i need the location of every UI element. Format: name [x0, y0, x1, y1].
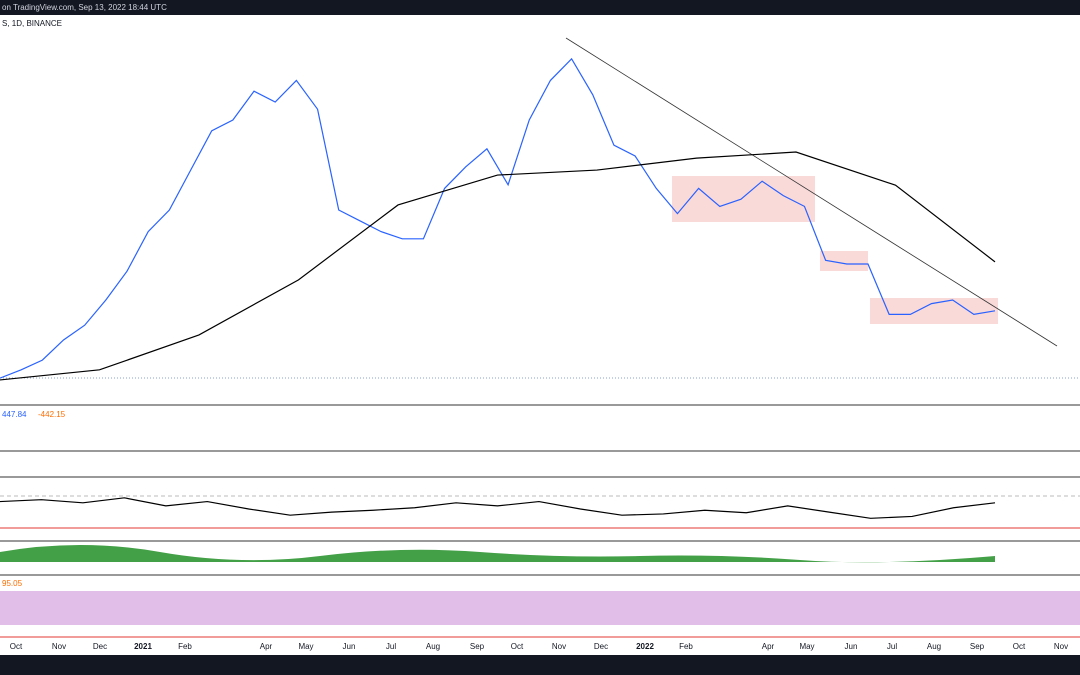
range-box	[820, 251, 868, 271]
time-label: Oct	[1013, 642, 1026, 651]
time-label: Nov	[52, 642, 66, 651]
time-label: May	[799, 642, 814, 651]
macd-label: 447.84	[2, 410, 27, 419]
time-label: Feb	[178, 642, 192, 651]
time-label: Aug	[927, 642, 941, 651]
time-label: Aug	[426, 642, 440, 651]
range-box	[870, 298, 998, 324]
stoch-label: 95.05	[2, 579, 23, 588]
time-label: Apr	[762, 642, 775, 651]
trend-line	[565, 37, 1058, 347]
time-label: Jul	[386, 642, 396, 651]
top-bar	[0, 0, 1080, 15]
time-label: Dec	[93, 642, 107, 651]
time-label: Sep	[470, 642, 485, 651]
source-label: on TradingView.com, Sep 13, 2022 18:44 U…	[2, 3, 167, 12]
bottom-bar	[0, 655, 1080, 675]
rsi-line	[0, 497, 996, 519]
time-label: Nov	[1054, 642, 1068, 651]
time-label: Apr	[260, 642, 273, 651]
time-label: 2021	[134, 642, 152, 651]
time-label: 2022	[636, 642, 654, 651]
time-label: Oct	[511, 642, 524, 651]
stoch-band	[0, 591, 1080, 625]
time-label: Nov	[552, 642, 566, 651]
range-box	[672, 176, 815, 222]
time-label: May	[298, 642, 313, 651]
time-label: Feb	[679, 642, 693, 651]
momentum-area	[0, 545, 995, 563]
time-label: Dec	[594, 642, 608, 651]
time-label: Jul	[887, 642, 897, 651]
time-label: Oct	[10, 642, 23, 651]
symbol-label: S, 1D, BINANCE	[2, 19, 62, 28]
moving-average-line	[0, 151, 996, 381]
time-label: Sep	[970, 642, 985, 651]
signal-label: -442.15	[38, 410, 66, 419]
price-line	[0, 57, 996, 379]
time-label: Jun	[343, 642, 356, 651]
time-label: Jun	[845, 642, 858, 651]
